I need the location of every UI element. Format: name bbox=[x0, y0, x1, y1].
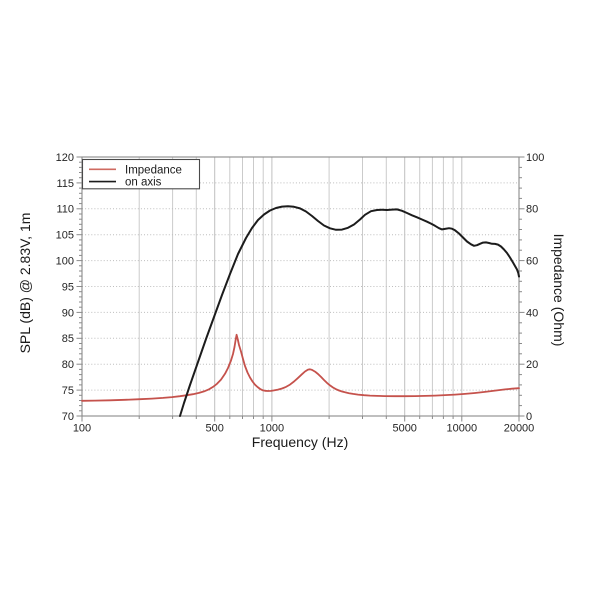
svg-text:105: 105 bbox=[56, 230, 74, 242]
svg-text:Impedance: Impedance bbox=[125, 164, 182, 176]
svg-text:10000: 10000 bbox=[447, 423, 478, 435]
svg-text:80: 80 bbox=[526, 204, 538, 216]
svg-text:1000: 1000 bbox=[260, 423, 284, 435]
svg-text:110: 110 bbox=[56, 204, 74, 216]
svg-text:Frequency (Hz): Frequency (Hz) bbox=[252, 434, 348, 450]
svg-text:115: 115 bbox=[56, 178, 74, 190]
svg-text:70: 70 bbox=[62, 411, 74, 423]
svg-text:75: 75 bbox=[62, 385, 74, 397]
svg-text:20000: 20000 bbox=[504, 423, 535, 435]
svg-text:120: 120 bbox=[56, 152, 74, 164]
svg-text:100: 100 bbox=[56, 256, 74, 268]
svg-text:95: 95 bbox=[62, 281, 74, 293]
svg-text:5000: 5000 bbox=[392, 423, 416, 435]
svg-text:90: 90 bbox=[62, 307, 74, 319]
svg-text:85: 85 bbox=[62, 333, 74, 345]
svg-text:20: 20 bbox=[526, 359, 538, 371]
svg-text:80: 80 bbox=[62, 359, 74, 371]
svg-text:100: 100 bbox=[73, 423, 91, 435]
svg-text:60: 60 bbox=[526, 256, 538, 268]
svg-text:Impedance (Ohm): Impedance (Ohm) bbox=[551, 234, 567, 347]
svg-text:0: 0 bbox=[526, 411, 532, 423]
svg-text:on axis: on axis bbox=[125, 177, 162, 189]
svg-text:SPL (dB) @ 2.83V, 1m: SPL (dB) @ 2.83V, 1m bbox=[17, 213, 33, 354]
svg-text:500: 500 bbox=[206, 423, 224, 435]
svg-text:40: 40 bbox=[526, 307, 538, 319]
svg-text:100: 100 bbox=[526, 152, 544, 164]
